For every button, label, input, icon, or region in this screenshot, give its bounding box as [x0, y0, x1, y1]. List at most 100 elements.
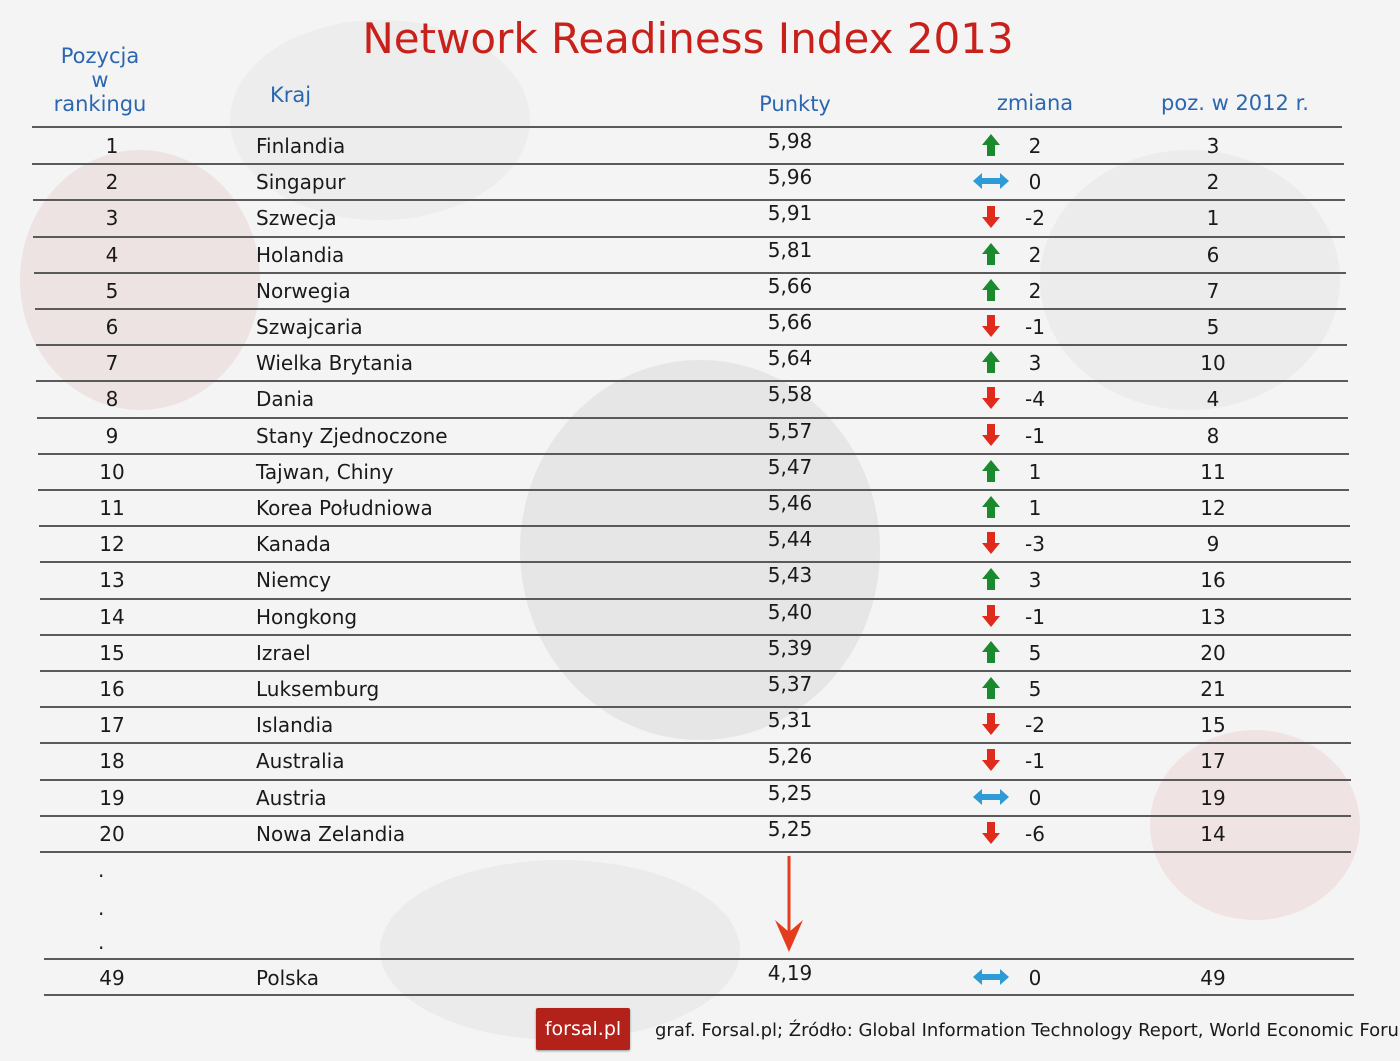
points-cell: 5,37: [767, 672, 813, 696]
table-row: 1 Finlandia 5,98 2 3: [0, 128, 1400, 164]
rank-cell: 11: [99, 496, 125, 520]
prev-rank-cell: 19: [1200, 785, 1226, 810]
change-cell: 5: [1028, 677, 1042, 701]
points-cell: 5,44: [767, 527, 813, 552]
change-cell: 0: [1028, 785, 1042, 810]
table-row: 10 Tajwan, Chiny 5,47 1 11: [0, 454, 1400, 490]
rank-cell: 15: [99, 640, 125, 665]
trend-up-icon: [966, 132, 1016, 160]
country-cell: Wielka Brytania: [256, 351, 413, 376]
header-rank: Pozycja w rankingu: [50, 44, 150, 116]
table-row: 17 Islandia 5,31 -2 15: [0, 707, 1400, 743]
gap-dot: .: [98, 896, 105, 920]
trend-same-icon: [966, 964, 1016, 992]
change-cell: -3: [1025, 532, 1045, 557]
country-cell: Kanada: [256, 532, 331, 557]
change-cell: 5: [1028, 640, 1042, 665]
prev-rank-cell: 14: [1200, 821, 1226, 846]
points-cell: 5,96: [767, 165, 813, 190]
prev-rank-cell: 16: [1200, 568, 1226, 593]
bg-decoration: [230, 20, 530, 220]
country-cell: Finlandia: [256, 134, 346, 158]
prev-rank-cell: 11: [1200, 459, 1226, 484]
table-row: 4 Holandia 5,81 2 6: [0, 237, 1400, 273]
change-cell: 2: [1028, 278, 1042, 303]
row-divider: [36, 417, 1349, 419]
country-cell: Holandia: [256, 242, 345, 267]
bg-decoration: [20, 150, 260, 410]
row-divider: [32, 163, 1344, 165]
change-cell: -4: [1025, 387, 1045, 412]
trend-down-icon: [966, 385, 1016, 413]
rank-cell: 4: [105, 242, 119, 267]
gap-dot: .: [98, 930, 105, 954]
change-cell: -6: [1025, 821, 1045, 846]
trend-up-icon: [966, 241, 1016, 269]
points-cell: 5,81: [767, 237, 813, 262]
trend-down-icon: [966, 820, 1016, 848]
rank-cell: 13: [99, 568, 125, 593]
row-divider: [39, 561, 1351, 563]
header-points: Punkty: [759, 92, 831, 116]
rank-cell: 18: [99, 749, 125, 774]
row-divider: [34, 308, 1347, 310]
table-row: 20 Nowa Zelandia 5,25 -6 14: [0, 816, 1400, 852]
row-divider: [39, 525, 1350, 527]
points-cell: 5,57: [767, 418, 813, 443]
change-cell: -1: [1025, 604, 1045, 629]
prev-rank-cell: 8: [1206, 423, 1220, 448]
table-row: 6 Szwajcaria 5,66 -1 5: [0, 309, 1400, 345]
points-cell: 5,25: [767, 816, 813, 841]
bg-decoration: [520, 360, 880, 740]
prev-rank-cell: 1: [1206, 206, 1220, 231]
country-cell: Nowa Zelandia: [256, 821, 406, 846]
prev-rank-cell: 17: [1200, 749, 1226, 774]
rank-cell: 12: [99, 532, 125, 557]
row-divider: [40, 779, 1352, 781]
rank-cell: 3: [105, 206, 119, 231]
points-cell: 5,98: [767, 129, 813, 153]
points-cell: 4,19: [767, 961, 813, 985]
prev-rank-cell: 12: [1200, 496, 1226, 520]
row-divider: [40, 815, 1352, 817]
country-cell: Niemcy: [256, 568, 332, 593]
table-row: 49 Polska 4,19 0 49: [0, 960, 1400, 996]
table-row: 5 Norwegia 5,66 2 7: [0, 273, 1400, 309]
prev-rank-cell: 2: [1206, 170, 1220, 195]
row-divider: [40, 706, 1352, 708]
header-rank-line: Pozycja: [60, 44, 140, 68]
row-divider: [40, 598, 1352, 600]
trend-down-icon: [966, 603, 1016, 631]
points-cell: 5,66: [767, 310, 813, 334]
trend-up-icon: [966, 494, 1016, 522]
row-divider: [35, 344, 1347, 346]
change-cell: 1: [1028, 496, 1042, 520]
country-cell: Szwajcaria: [256, 315, 363, 339]
rank-cell: 17: [99, 713, 125, 738]
country-cell: Norwegia: [256, 278, 351, 303]
table-row: 15 Izrael 5,39 5 20: [0, 635, 1400, 671]
country-cell: Izrael: [256, 640, 311, 665]
change-cell: -2: [1025, 206, 1045, 231]
change-cell: 3: [1028, 351, 1042, 376]
row-divider: [33, 236, 1346, 238]
trend-up-icon: [966, 675, 1016, 703]
table-row: 11 Korea Południowa 5,46 1 12: [0, 490, 1400, 526]
points-cell: 5,47: [767, 454, 813, 479]
rank-cell: 2: [105, 170, 119, 195]
trend-down-icon: [966, 747, 1016, 775]
change-cell: 3: [1028, 568, 1042, 593]
header-rank-line: rankingu: [53, 92, 147, 116]
row-divider: [32, 199, 1345, 201]
table-row: 18 Australia 5,26 -1 17: [0, 743, 1400, 779]
points-cell: 5,43: [767, 563, 813, 588]
change-cell: 1: [1028, 459, 1042, 484]
row-divider: [38, 489, 1350, 491]
row-divider: [37, 453, 1349, 455]
rank-cell: 7: [105, 351, 119, 376]
table-row: 16 Luksemburg 5,37 5 21: [0, 671, 1400, 707]
rank-cell: 1: [105, 134, 119, 158]
country-cell: Singapur: [256, 170, 346, 195]
prev-rank-cell: 5: [1206, 315, 1220, 339]
prev-rank-cell: 7: [1206, 278, 1220, 303]
